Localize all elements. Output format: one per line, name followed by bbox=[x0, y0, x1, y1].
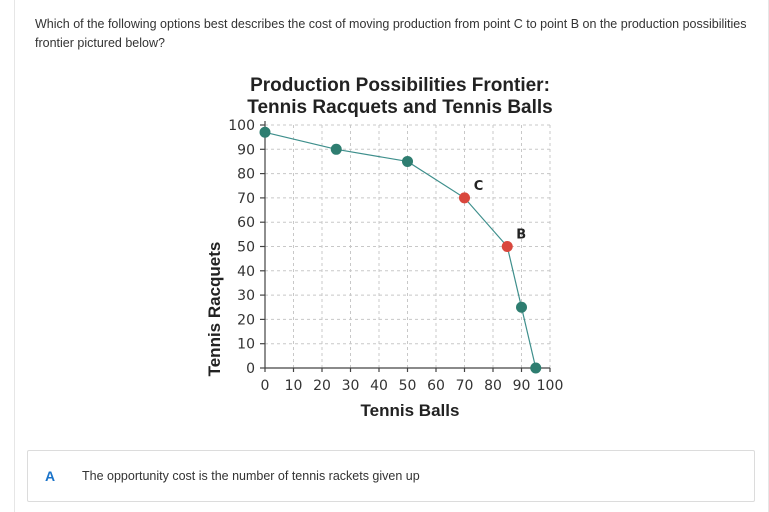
grid-layer bbox=[265, 124, 551, 368]
point-c bbox=[459, 192, 470, 204]
x-tick-label: 40 bbox=[370, 378, 388, 394]
option-text: The opportunity cost is the number of te… bbox=[82, 469, 420, 483]
data-point-2 bbox=[330, 143, 342, 155]
ppf-curve bbox=[264, 131, 537, 369]
x-tick-label: 30 bbox=[342, 378, 360, 394]
x-tick-label: 100 bbox=[537, 378, 564, 394]
series-layer: CB bbox=[259, 126, 542, 374]
option-letter: A bbox=[44, 468, 56, 484]
point-b bbox=[501, 241, 513, 252]
y-axis-title: Tennis Racquets bbox=[205, 242, 224, 377]
data-point-7 bbox=[530, 362, 542, 374]
y-tick-label: 70 bbox=[237, 191, 255, 207]
point-label-b: B bbox=[516, 228, 526, 243]
x-axis-title: Tennis Balls bbox=[361, 401, 460, 420]
y-tick-label: 80 bbox=[237, 167, 255, 183]
y-tick-label: 90 bbox=[237, 142, 255, 158]
chart-title-line-1: Production Possibilities Frontier: bbox=[250, 75, 550, 96]
data-point-6 bbox=[516, 301, 527, 313]
chart-title-line-2: Tennis Racquets and Tennis Balls bbox=[247, 97, 552, 118]
x-tick-label: 10 bbox=[285, 378, 303, 394]
y-tick-label: 30 bbox=[237, 288, 255, 304]
y-tick-label: 20 bbox=[237, 312, 255, 328]
data-point-3 bbox=[402, 155, 413, 167]
x-tick-label: 0 bbox=[261, 378, 270, 394]
ppf-chart: Production Possibilities Frontier: Tenni… bbox=[205, 75, 563, 420]
answer-option-a[interactable]: A The opportunity cost is the number of … bbox=[27, 450, 755, 502]
x-tick-label: 20 bbox=[313, 378, 331, 394]
data-point-1 bbox=[259, 126, 271, 138]
y-tick-label: 60 bbox=[237, 215, 255, 231]
y-tick-label: 100 bbox=[228, 118, 255, 134]
y-tick-label: 10 bbox=[237, 337, 255, 353]
y-tick-label: 40 bbox=[237, 264, 255, 280]
point-label-c: C bbox=[474, 179, 484, 194]
x-tick-label: 80 bbox=[484, 378, 502, 394]
x-tick-label: 50 bbox=[399, 378, 417, 394]
x-tick-label: 70 bbox=[456, 378, 474, 394]
y-tick-label: 50 bbox=[237, 240, 255, 256]
x-tick-label: 60 bbox=[427, 378, 445, 394]
y-tick-label: 0 bbox=[246, 361, 255, 377]
axis-layer: 0 10 20 30 40 50 60 70 80 90 100 0 10 20 30 40 50 60 70 80 9… bbox=[228, 118, 563, 394]
x-tick-label: 90 bbox=[513, 378, 531, 394]
question-text: Which of the following options best desc… bbox=[35, 17, 747, 50]
